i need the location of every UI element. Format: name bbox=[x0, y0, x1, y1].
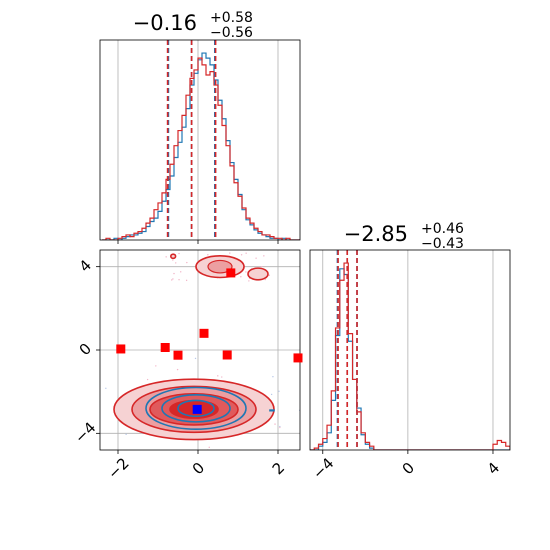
hist1-frame bbox=[309, 249, 511, 451]
scatter-dot bbox=[245, 252, 247, 254]
blue-contour-level bbox=[161, 393, 231, 423]
scatter-dot bbox=[260, 265, 263, 268]
scatter-dot bbox=[272, 376, 274, 378]
red-square-marker bbox=[199, 328, 209, 338]
red-square-marker bbox=[160, 343, 170, 352]
scatter-dot bbox=[155, 365, 157, 367]
title-param0-lower: −0.56 bbox=[210, 25, 253, 41]
hist0-frame bbox=[99, 39, 301, 241]
red-contour-upper bbox=[247, 267, 269, 281]
grid-hist1 bbox=[322, 250, 494, 450]
red-square-marker bbox=[173, 350, 183, 360]
scatter-dot bbox=[248, 280, 250, 282]
hist1-red-series bbox=[310, 262, 510, 450]
scatter-dot bbox=[180, 271, 182, 273]
hist1-x-ticks: −4 0 4 bbox=[309, 450, 503, 483]
scatter-dot bbox=[240, 276, 242, 278]
scatter-dot bbox=[176, 368, 179, 371]
red-square-marker bbox=[293, 353, 303, 363]
y-tick-label: 4 bbox=[76, 256, 95, 275]
hist0-x-ticks bbox=[117, 240, 279, 244]
contour-panel: −2 0 2 −4 0 4 bbox=[69, 249, 376, 483]
scatter-dot bbox=[185, 279, 188, 282]
scatter-dot bbox=[263, 255, 265, 257]
red-square-marker bbox=[116, 344, 126, 354]
hist-panel-param1: −4 0 4 −2.85 +0.46 −0.43 bbox=[309, 221, 511, 483]
hist0-red-series bbox=[102, 57, 300, 240]
scatter-dot bbox=[125, 433, 127, 436]
x-tick-label: −4 bbox=[309, 454, 337, 482]
marker-layer bbox=[116, 268, 303, 414]
scatter-dot bbox=[270, 393, 273, 396]
contour-layer bbox=[69, 252, 376, 450]
scatter-dot bbox=[178, 252, 180, 255]
title-param0-upper: +0.58 bbox=[210, 10, 253, 26]
scatter-dot bbox=[207, 254, 209, 256]
scatter-dot bbox=[268, 274, 271, 276]
blue-square-marker bbox=[192, 404, 202, 414]
title-param1: −2.85 bbox=[344, 222, 408, 246]
y-tick-label: 0 bbox=[76, 340, 95, 359]
scatter-dot bbox=[279, 426, 281, 429]
scatter-dot bbox=[278, 390, 280, 392]
x-tick-label: −2 bbox=[104, 454, 132, 482]
hist-panel-param0: −0.16 +0.58 −0.56 bbox=[99, 10, 301, 244]
x-tick-label: 4 bbox=[484, 459, 503, 478]
x-tick-label: 0 bbox=[189, 459, 208, 478]
scatter-dot bbox=[69, 449, 70, 450]
red-square-marker bbox=[226, 268, 236, 278]
scatter-dot bbox=[172, 259, 174, 261]
x-tick-label: 0 bbox=[399, 459, 418, 478]
scatter-dot bbox=[255, 257, 257, 259]
scatter-dot bbox=[217, 375, 219, 377]
y-tick-label: −4 bbox=[71, 418, 99, 446]
red-contour-upper-inner bbox=[207, 259, 233, 274]
scatter-dot bbox=[245, 271, 247, 273]
title-param0: −0.16 bbox=[133, 11, 197, 35]
scatter-dot bbox=[178, 279, 180, 281]
scatter-dot bbox=[240, 254, 243, 256]
red-contour-upper bbox=[170, 253, 177, 260]
scatter-dot bbox=[172, 278, 174, 280]
hist0-blue-series bbox=[102, 52, 300, 240]
scatter-dot bbox=[194, 357, 197, 360]
scatter-dot bbox=[274, 423, 276, 425]
contour-ticks: −2 0 2 −4 0 4 bbox=[71, 256, 288, 482]
scatter-dot bbox=[105, 387, 107, 389]
scatter-dot bbox=[229, 252, 231, 254]
scatter-dot bbox=[208, 446, 210, 449]
hist1-quantile-lines bbox=[336, 250, 358, 450]
title-param1-lower: −0.43 bbox=[421, 236, 464, 252]
x-tick-label: 2 bbox=[269, 459, 288, 478]
blue-contour-level bbox=[177, 399, 215, 418]
scatter-dot bbox=[264, 278, 266, 281]
scatter-dot bbox=[171, 279, 173, 281]
scatter-dot bbox=[173, 272, 175, 275]
scatter-dot bbox=[186, 261, 188, 264]
red-square-marker bbox=[222, 350, 232, 360]
scatter-dot bbox=[375, 444, 376, 445]
scatter-dot bbox=[165, 256, 167, 258]
hist0-quantile-lines bbox=[166, 40, 217, 240]
title-param1-upper: +0.46 bbox=[421, 221, 464, 237]
scatter-dot bbox=[175, 262, 177, 264]
blue-contour-level bbox=[145, 386, 247, 430]
scatter-dot bbox=[146, 378, 149, 381]
scatter-dot bbox=[221, 376, 223, 378]
